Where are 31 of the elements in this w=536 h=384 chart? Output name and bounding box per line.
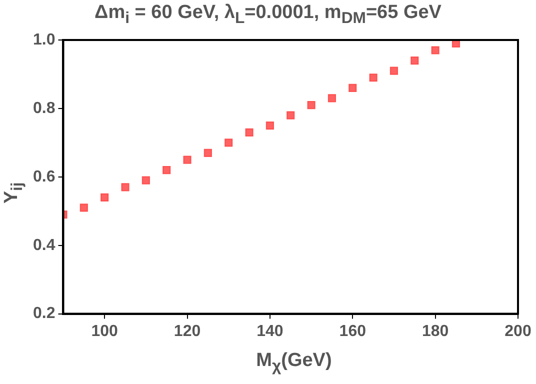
point — [369, 74, 378, 82]
point — [121, 183, 130, 192]
point — [100, 193, 109, 202]
x-tick-label: 160 — [339, 322, 366, 340]
point — [224, 138, 233, 147]
x-tick-label: 200 — [504, 322, 532, 340]
point — [204, 148, 212, 157]
point — [348, 84, 357, 92]
point — [431, 46, 440, 54]
x-tick-label: 120 — [174, 322, 201, 340]
x-tick-label: 140 — [256, 322, 284, 340]
y-tick-label: 0.8 — [32, 100, 56, 117]
point — [183, 156, 192, 164]
y-tick-label: 0.2 — [32, 305, 56, 322]
x-tick-label: 180 — [422, 322, 449, 340]
y-tick-label: 0.4 — [32, 236, 56, 254]
point — [266, 122, 274, 130]
point — [307, 100, 316, 110]
chart-title: Δm$_{i}$ = 60 GeV, λ$_{L}$=0.0001, m$_{DM}$=65 GeV — [94, 2, 442, 28]
x-axis-title: M$_{χ}$(GeV) — [255, 350, 333, 376]
point — [142, 176, 150, 184]
y-tick-label: 0.6 — [32, 168, 56, 186]
y-tick-label: 1.0 — [32, 31, 56, 48]
point — [80, 204, 88, 212]
point — [286, 111, 295, 120]
point — [245, 128, 254, 136]
point — [390, 66, 398, 75]
x-tick-label: 100 — [91, 322, 118, 340]
point — [410, 56, 419, 65]
point — [162, 166, 171, 174]
point — [328, 94, 336, 102]
